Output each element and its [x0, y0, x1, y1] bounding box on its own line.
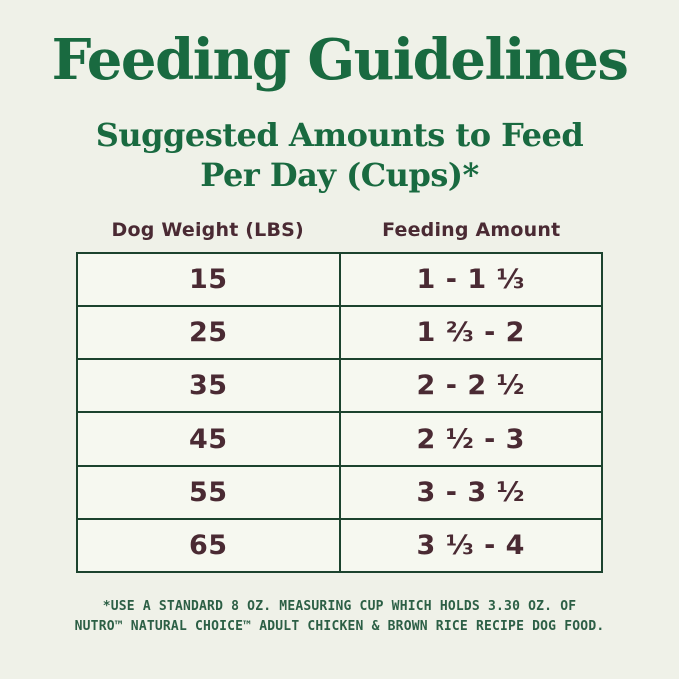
- cell-feeding-amount: 2 - 2 ½: [338, 358, 603, 414]
- cell-dog-weight: 55: [76, 464, 341, 520]
- table-row: 15 1 - 1 ⅓: [76, 251, 603, 308]
- table-row: 65 3 ⅓ - 4: [76, 517, 603, 574]
- cell-feeding-amount: 1 ⅔ - 2: [338, 305, 603, 361]
- feeding-guidelines-table: 15 1 - 1 ⅓ 25 1 ⅔ - 2 35 2 - 2 ½ 45 2 ½ …: [76, 251, 603, 574]
- cell-dog-weight: 45: [76, 411, 341, 467]
- subtitle-line-1: Suggested Amounts to Feed: [95, 116, 584, 154]
- cell-feeding-amount: 3 - 3 ½: [338, 464, 603, 520]
- subtitle-line-2: Per Day (Cups)*: [200, 156, 479, 195]
- footnote-line-2: NUTRO™ NATURAL CHOICE™ ADULT CHICKEN & B…: [74, 619, 605, 634]
- table-row: 25 1 ⅔ - 2: [76, 305, 603, 361]
- cell-feeding-amount: 1 - 1 ⅓: [338, 251, 603, 308]
- table-row: 35 2 - 2 ½: [76, 358, 603, 414]
- cell-feeding-amount: 3 ⅓ - 4: [338, 517, 603, 574]
- cell-dog-weight: 35: [76, 358, 341, 414]
- table-row: 55 3 - 3 ½: [76, 464, 603, 520]
- table-row: 45 2 ½ - 3: [76, 411, 603, 467]
- footnote-line-1: *USE A STANDARD 8 OZ. MEASURING CUP WHIC…: [102, 599, 577, 614]
- table-column-headers: Dog Weight (LBS) Feeding Amount: [76, 219, 603, 241]
- cell-dog-weight: 25: [76, 305, 341, 361]
- column-header-feeding-amount: Feeding Amount: [382, 219, 561, 241]
- cell-dog-weight: 15: [76, 251, 341, 308]
- footnote: *USE A STANDARD 8 OZ. MEASURING CUP WHIC…: [0, 597, 679, 637]
- page-title: Feeding Guidelines: [51, 27, 629, 93]
- cell-dog-weight: 65: [76, 517, 341, 574]
- page-subtitle: Suggested Amounts to Feed Per Day (Cups)…: [0, 115, 679, 196]
- cell-feeding-amount: 2 ½ - 3: [338, 411, 603, 467]
- column-header-dog-weight: Dog Weight (LBS): [111, 219, 304, 241]
